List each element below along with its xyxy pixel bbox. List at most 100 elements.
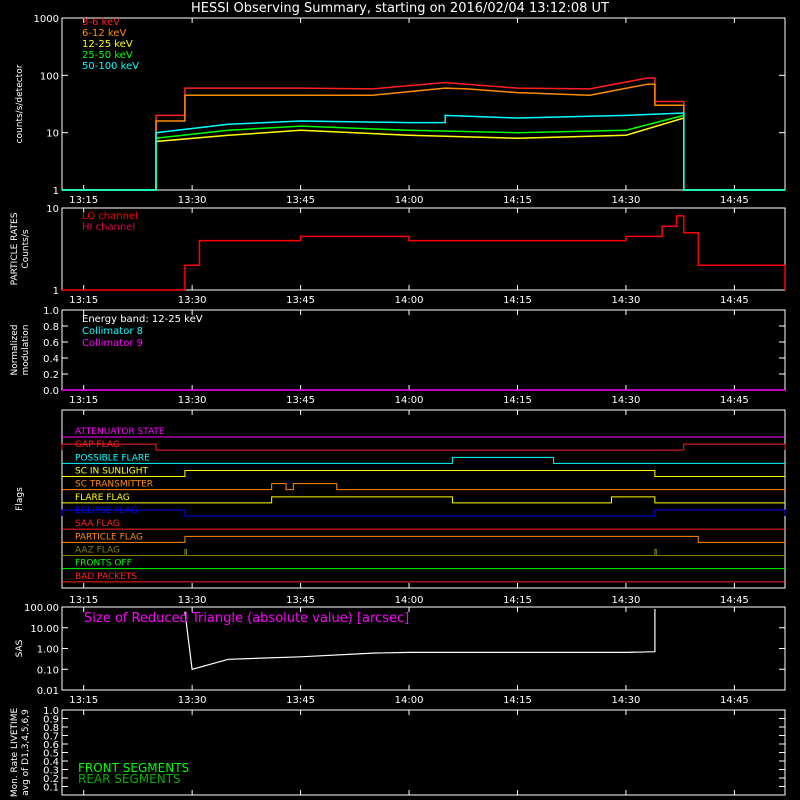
count-rates-frame [61,17,786,191]
series-line [184,609,656,671]
legend-entry: 50-100 keV [82,61,139,72]
legend-entry: 6-12 keV [82,28,126,39]
x-tick-label: 13:30 [178,295,207,306]
y-tick-label: 0.7 [43,732,59,743]
flag-line [62,483,785,491]
y-tick-label: 10 [46,129,59,140]
y-axis-label: PARTICLE RATES [10,212,20,285]
y-tick-label: 0.9 [43,715,59,726]
y-axis-label: Flags [15,487,25,511]
y-tick-label: 0.1 [43,783,59,794]
flags-panel: 13:15 13:30 13:45 14:00 14:15 14:30 14:45 Flags… [15,409,786,606]
flag-line [61,443,786,451]
particle-rates-frame [61,207,786,291]
x-tick-label: 13:45 [286,595,315,606]
x-tick-label: 13:45 [286,695,315,706]
y-tick-label: 1 [53,286,59,297]
sas-panel: 13:15 13:30 13:45 14:00 14:15 14:30 14:45 SAS 0.… [15,603,786,706]
x-tick-label: 14:00 [395,195,424,206]
flag-label: FLARE FLAG [75,493,130,503]
y-tick-label: 100 [40,71,59,82]
y-axis-label: modulation [21,325,31,376]
x-tick-label: 14:00 [395,295,424,306]
x-tick-label: 14:30 [612,395,641,406]
y-tick-label: 10 [46,204,59,215]
x-tick-label: 14:15 [503,695,532,706]
series-line [62,77,785,191]
x-tick-label: 14:15 [503,295,532,306]
x-tick-label: 13:15 [69,595,98,606]
flag-line [62,549,785,556]
flag-label: SC IN SUNLIGHT [75,467,149,477]
y-axis-label: avg of D1,3,4,5,6,9 [21,709,31,796]
y-tick-label: 0.01 [37,686,59,697]
x-tick-label: 13:15 [69,695,98,706]
y-tick-label: 0.4 [43,354,59,365]
y-tick-label: 0.10 [37,665,59,676]
y-tick-label: 10.00 [30,624,59,635]
x-tick-label: 13:45 [286,395,315,406]
y-tick-label: 0.3 [43,766,59,777]
flag-line [61,509,786,517]
flag-line [62,535,785,543]
x-tick-label: 14:00 [395,695,424,706]
y-axis-label: Counts/s [21,229,31,268]
x-tick-label: 13:45 [286,195,315,206]
y-tick-label: 1000 [34,14,59,25]
y-tick-label: 0.4 [43,757,59,768]
x-tick-label: 14:30 [612,695,641,706]
y-tick-label: 0.2 [43,774,59,785]
y-axis-label: counts/s/detector [15,64,25,143]
series-line [62,116,785,191]
y-tick-label: 0.8 [43,322,59,333]
energy-band-annotation: Energy band: 12-25 keV [82,314,203,325]
x-tick-label: 14:00 [395,595,424,606]
x-tick-label: 14:30 [612,595,641,606]
y-tick-label: 1.00 [37,645,59,656]
page-title: HESSI Observing Summary, starting on 201… [191,1,609,16]
x-tick-label: 13:30 [178,695,207,706]
series-line [62,83,785,191]
y-tick-label: 1 [53,186,59,197]
sas-annotation: Size of Reduced Triangle (absolute value… [84,611,409,626]
x-tick-label: 14:15 [503,195,532,206]
x-tick-label: 13:15 [69,395,98,406]
y-axis-label: SAS [15,639,25,657]
x-tick-label: 13:15 [69,295,98,306]
x-tick-label: 14:30 [612,195,641,206]
series-line [62,112,785,191]
legend-entry: 12-25 keV [82,39,133,50]
y-axis-label: Normalized [10,324,20,375]
flag-line [62,470,785,477]
x-tick-label: 13:45 [286,295,315,306]
x-tick-label: 14:15 [503,395,532,406]
y-tick-label: 0.0 [43,386,59,397]
x-tick-label: 14:45 [720,195,749,206]
flags-frame [61,409,786,589]
series-line [62,114,785,191]
y-axis-label: Mon. Rate LIVETIME [10,708,20,798]
x-tick-label: 13:30 [178,595,207,606]
flag-line [62,456,785,464]
legend-entry: HI channel [82,222,135,233]
legend-entry: LO channel [82,211,138,222]
flag-label: ATTENUATOR STATE [75,427,165,437]
x-tick-label: 13:15 [69,195,98,206]
legend-entry: Collimator 8 [82,326,143,337]
flag-label: POSSIBLE FLARE [75,453,150,463]
x-tick-label: 14:45 [720,295,749,306]
x-tick-label: 14:00 [395,395,424,406]
legend-entry: Collimator 9 [82,338,143,349]
flag-label: AAZ FLAG [75,546,120,556]
x-tick-label: 14:45 [720,695,749,706]
legend-entry: 25-50 keV [82,50,133,61]
x-tick-label: 14:30 [612,295,641,306]
flag-label: BAD PACKETS [75,572,137,582]
x-tick-label: 14:45 [720,595,749,606]
livetime-panel: Mon. Rate LIVETIME avg of D1,3,4,5,6,9 0.1… [10,706,786,798]
flag-label: SC TRANSMITTER [75,480,153,490]
y-tick-label: 100.00 [24,603,59,614]
x-tick-label: 14:45 [720,395,749,406]
y-tick-label: 1.0 [43,706,59,717]
